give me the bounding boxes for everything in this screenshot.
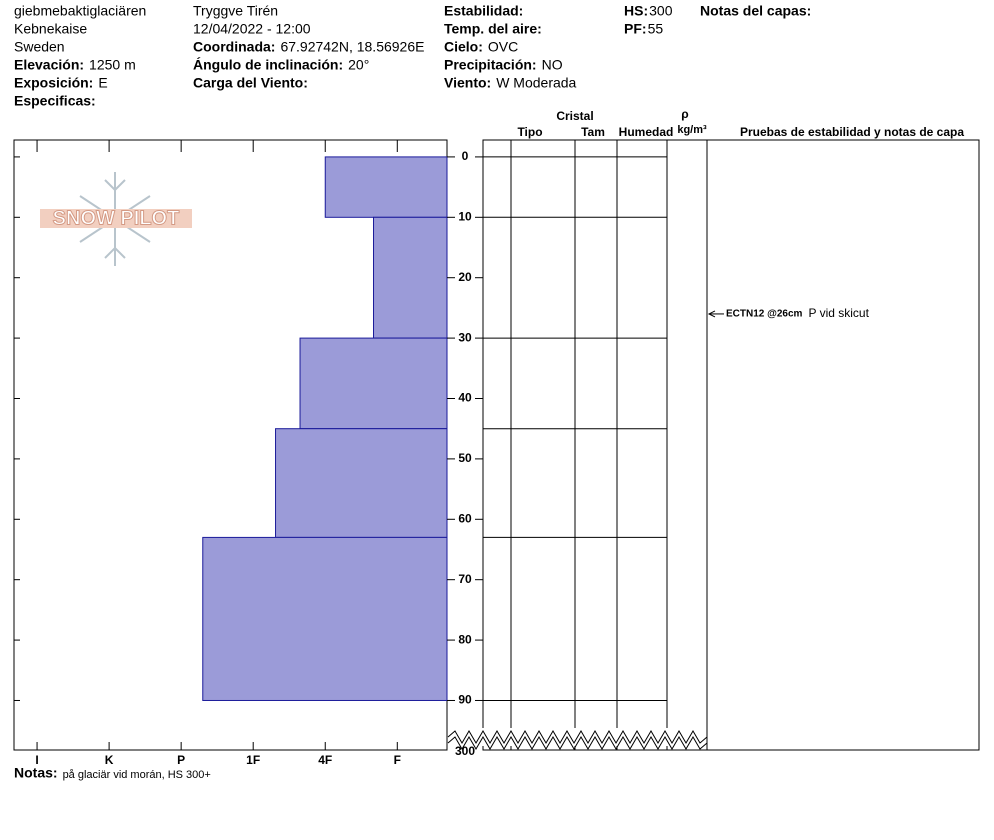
col-header: Cristal xyxy=(556,109,593,123)
header-text: 12/04/2022 - 12:00 xyxy=(193,21,311,37)
footer-label: Notas: xyxy=(14,765,58,781)
header-label: HS: xyxy=(624,3,648,19)
depth-break xyxy=(447,736,708,750)
depth-tick-label: 90 xyxy=(458,693,472,707)
header-value: 20° xyxy=(348,57,369,73)
footer-text: på glaciär vid morán, HS 300+ xyxy=(63,769,211,781)
hardness-layer xyxy=(373,216,448,339)
header-value: 1250 m xyxy=(89,57,136,73)
depth-tick-label: 30 xyxy=(458,330,472,344)
test-label: ECTN12 @26cm xyxy=(726,309,803,320)
hardness-tick-label: P xyxy=(177,753,185,767)
header-label: Precipitación: xyxy=(444,57,537,73)
header-label: Carga del Viento: xyxy=(193,75,308,91)
layer-table-frame xyxy=(482,139,980,751)
depth-tick-label: 80 xyxy=(458,632,472,646)
logo xyxy=(40,172,192,266)
header-value: NO xyxy=(542,57,563,73)
hardness-layer xyxy=(202,536,448,701)
header-label: Exposición: xyxy=(14,75,93,91)
logo-text: SNOW PILOT xyxy=(53,207,180,229)
col-header: Tipo xyxy=(517,125,542,139)
depth-tick-label: 0 xyxy=(462,149,469,163)
depth-tick-label: 40 xyxy=(458,391,472,405)
ground-depth-label: 300 xyxy=(455,744,475,758)
col-header: Tam xyxy=(581,125,605,139)
header-label: Temp. del aire: xyxy=(444,21,542,37)
depth-tick-label: 60 xyxy=(458,511,472,525)
hardness-layer xyxy=(299,337,448,430)
depth-tick-label: 20 xyxy=(458,270,472,284)
col-header: Humedad xyxy=(619,125,674,139)
test-arrowhead xyxy=(707,310,716,318)
header-value: 300 xyxy=(649,3,673,19)
header-value: E xyxy=(98,75,107,91)
depth-tick-label: 50 xyxy=(458,451,472,465)
hardness-layer xyxy=(275,428,448,538)
header-label: Estabilidad: xyxy=(444,3,523,19)
header-text: giebmebaktiglaciären xyxy=(14,3,146,19)
hardness-tick-label: I xyxy=(35,753,38,767)
header-label: Elevación: xyxy=(14,57,84,73)
hardness-layer xyxy=(324,156,448,218)
depth-tick-label: 70 xyxy=(458,572,472,586)
header-label: Notas del capas: xyxy=(700,3,811,19)
header-label: Viento: xyxy=(444,75,491,91)
header-value: 67.92742N, 18.56926E xyxy=(280,39,424,55)
header-label: Especificas: xyxy=(14,93,96,109)
header-value: OVC xyxy=(488,39,518,55)
header-label: PF: xyxy=(624,21,647,37)
header-text: Kebnekaise xyxy=(14,21,87,37)
header-label: Cielo: xyxy=(444,39,483,55)
header-label: Ángulo de inclinación: xyxy=(193,57,343,73)
hardness-tick-label: F xyxy=(394,753,401,767)
col-header: ρ xyxy=(681,107,688,121)
depth-break xyxy=(447,730,708,744)
header-value: 55 xyxy=(648,21,664,37)
header-label: Coordinada: xyxy=(193,39,275,55)
hardness-tick-label: K xyxy=(105,753,114,767)
test-note: P vid skicut xyxy=(808,306,869,320)
table-columns xyxy=(510,140,708,750)
header-text: Sweden xyxy=(14,39,65,55)
header-value: W Moderada xyxy=(496,75,576,91)
header-text: Tryggve Tirén xyxy=(193,3,278,19)
depth-tick-label: 10 xyxy=(458,209,472,223)
col-header: Pruebas de estabilidad y notas de capa xyxy=(740,125,964,139)
hardness-tick-label: 4F xyxy=(318,753,332,767)
hardness-tick-label: 1F xyxy=(246,753,260,767)
col-header: kg/m³ xyxy=(677,124,707,136)
